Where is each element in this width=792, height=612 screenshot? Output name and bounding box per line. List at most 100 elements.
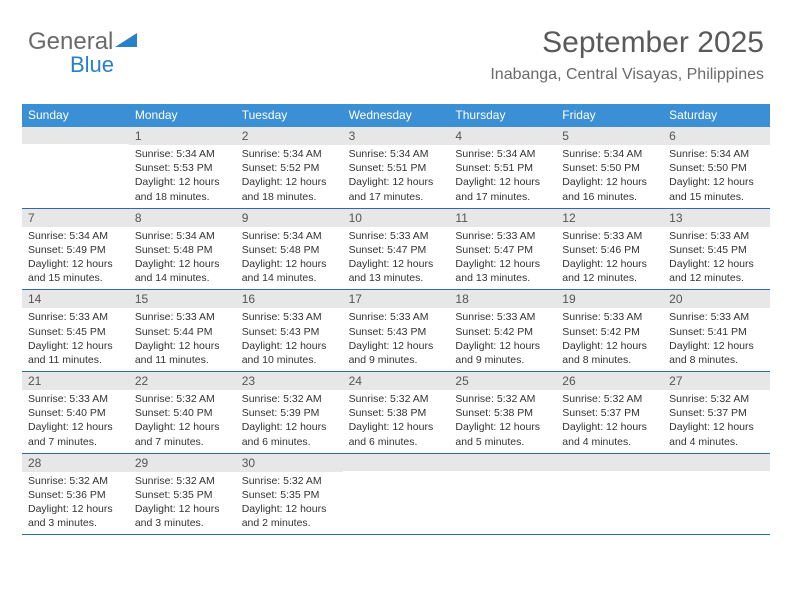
calendar-day-cell: 6Sunrise: 5:34 AMSunset: 5:50 PMDaylight… xyxy=(663,127,770,208)
day-number: 14 xyxy=(22,290,129,308)
sunrise-line: Sunrise: 5:34 AM xyxy=(669,147,764,161)
daylight-line: Daylight: 12 hours and 5 minutes. xyxy=(455,420,550,448)
day-body: Sunrise: 5:33 AMSunset: 5:41 PMDaylight:… xyxy=(663,308,770,371)
calendar-week-row: 1Sunrise: 5:34 AMSunset: 5:53 PMDaylight… xyxy=(22,127,770,209)
calendar-empty-cell xyxy=(449,454,556,535)
sunrise-line: Sunrise: 5:32 AM xyxy=(242,474,337,488)
day-number xyxy=(343,454,450,471)
day-number xyxy=(663,454,770,471)
sunrise-line: Sunrise: 5:33 AM xyxy=(455,310,550,324)
day-body: Sunrise: 5:32 AMSunset: 5:40 PMDaylight:… xyxy=(129,390,236,453)
sunrise-line: Sunrise: 5:34 AM xyxy=(562,147,657,161)
weekday-header-cell: Saturday xyxy=(663,104,770,127)
daylight-line: Daylight: 12 hours and 12 minutes. xyxy=(669,257,764,285)
day-body: Sunrise: 5:33 AMSunset: 5:40 PMDaylight:… xyxy=(22,390,129,453)
day-body: Sunrise: 5:32 AMSunset: 5:39 PMDaylight:… xyxy=(236,390,343,453)
sunset-line: Sunset: 5:47 PM xyxy=(455,243,550,257)
day-body: Sunrise: 5:34 AMSunset: 5:48 PMDaylight:… xyxy=(236,227,343,290)
day-body: Sunrise: 5:34 AMSunset: 5:50 PMDaylight:… xyxy=(663,145,770,208)
sunset-line: Sunset: 5:35 PM xyxy=(135,488,230,502)
daylight-line: Daylight: 12 hours and 7 minutes. xyxy=(28,420,123,448)
sunrise-line: Sunrise: 5:33 AM xyxy=(28,310,123,324)
day-body: Sunrise: 5:33 AMSunset: 5:44 PMDaylight:… xyxy=(129,308,236,371)
day-body: Sunrise: 5:33 AMSunset: 5:45 PMDaylight:… xyxy=(663,227,770,290)
calendar-week-row: 28Sunrise: 5:32 AMSunset: 5:36 PMDayligh… xyxy=(22,454,770,536)
calendar-empty-cell xyxy=(663,454,770,535)
daylight-line: Daylight: 12 hours and 11 minutes. xyxy=(28,339,123,367)
calendar-day-cell: 1Sunrise: 5:34 AMSunset: 5:53 PMDaylight… xyxy=(129,127,236,208)
sunrise-line: Sunrise: 5:33 AM xyxy=(349,229,444,243)
day-body: Sunrise: 5:33 AMSunset: 5:47 PMDaylight:… xyxy=(343,227,450,290)
sunset-line: Sunset: 5:42 PM xyxy=(455,325,550,339)
sunrise-line: Sunrise: 5:32 AM xyxy=(455,392,550,406)
daylight-line: Daylight: 12 hours and 9 minutes. xyxy=(349,339,444,367)
calendar-day-cell: 14 Sunrise: 5:33 AMSunset: 5:45 PMDayligh… xyxy=(22,290,129,371)
day-number: 13 xyxy=(663,209,770,227)
day-body: Sunrise: 5:34 AMSunset: 5:48 PMDaylight:… xyxy=(129,227,236,290)
daylight-line: Daylight: 12 hours and 16 minutes. xyxy=(562,175,657,203)
calendar-grid: 1Sunrise: 5:34 AMSunset: 5:53 PMDaylight… xyxy=(22,127,770,535)
daylight-line: Daylight: 12 hours and 2 minutes. xyxy=(242,502,337,530)
daylight-line: Daylight: 12 hours and 4 minutes. xyxy=(669,420,764,448)
day-number: 6 xyxy=(663,127,770,145)
sunset-line: Sunset: 5:48 PM xyxy=(242,243,337,257)
sunset-line: Sunset: 5:49 PM xyxy=(28,243,123,257)
sunrise-line: Sunrise: 5:33 AM xyxy=(135,310,230,324)
sunrise-line: Sunrise: 5:32 AM xyxy=(562,392,657,406)
day-number: 29 xyxy=(129,454,236,472)
sunset-line: Sunset: 5:50 PM xyxy=(562,161,657,175)
day-number: 3 xyxy=(343,127,450,145)
sunrise-line: Sunrise: 5:33 AM xyxy=(349,310,444,324)
calendar-day-cell: 29Sunrise: 5:32 AMSunset: 5:35 PMDayligh… xyxy=(129,454,236,535)
day-number: 2 xyxy=(236,127,343,145)
sunset-line: Sunset: 5:45 PM xyxy=(28,325,123,339)
sunset-line: Sunset: 5:47 PM xyxy=(349,243,444,257)
calendar-empty-cell xyxy=(22,127,129,208)
day-number: 5 xyxy=(556,127,663,145)
day-number xyxy=(22,127,129,144)
daylight-line: Daylight: 12 hours and 8 minutes. xyxy=(669,339,764,367)
day-body: Sunrise: 5:32 AMSunset: 5:38 PMDaylight:… xyxy=(449,390,556,453)
weekday-header-cell: Friday xyxy=(556,104,663,127)
daylight-line: Daylight: 12 hours and 3 minutes. xyxy=(28,502,123,530)
sunrise-line: Sunrise: 5:33 AM xyxy=(562,229,657,243)
weekday-header-cell: Tuesday xyxy=(236,104,343,127)
day-body: Sunrise: 5:34 AMSunset: 5:52 PMDaylight:… xyxy=(236,145,343,208)
month-title: September 2025 xyxy=(490,26,764,60)
day-number: 26 xyxy=(556,372,663,390)
sunset-line: Sunset: 5:44 PM xyxy=(135,325,230,339)
day-body: Sunrise: 5:33 AMSunset: 5:43 PMDaylight:… xyxy=(343,308,450,371)
day-body: Sunrise: 5:33 AMSunset: 5:42 PMDaylight:… xyxy=(449,308,556,371)
day-body: Sunrise: 5:34 AMSunset: 5:53 PMDaylight:… xyxy=(129,145,236,208)
daylight-line: Daylight: 12 hours and 11 minutes. xyxy=(135,339,230,367)
sunset-line: Sunset: 5:42 PM xyxy=(562,325,657,339)
sunset-line: Sunset: 5:51 PM xyxy=(349,161,444,175)
day-number xyxy=(449,454,556,471)
calendar-day-cell: 22Sunrise: 5:32 AMSunset: 5:40 PMDayligh… xyxy=(129,372,236,453)
daylight-line: Daylight: 12 hours and 17 minutes. xyxy=(455,175,550,203)
day-body: Sunrise: 5:33 AMSunset: 5:43 PMDaylight:… xyxy=(236,308,343,371)
calendar-day-cell: 3Sunrise: 5:34 AMSunset: 5:51 PMDaylight… xyxy=(343,127,450,208)
weekday-header-cell: Monday xyxy=(129,104,236,127)
sunrise-line: Sunrise: 5:34 AM xyxy=(135,147,230,161)
sunset-line: Sunset: 5:45 PM xyxy=(669,243,764,257)
calendar-day-cell: 26Sunrise: 5:32 AMSunset: 5:37 PMDayligh… xyxy=(556,372,663,453)
day-number: 27 xyxy=(663,372,770,390)
sunset-line: Sunset: 5:48 PM xyxy=(135,243,230,257)
calendar-day-cell: 23Sunrise: 5:32 AMSunset: 5:39 PMDayligh… xyxy=(236,372,343,453)
sunset-line: Sunset: 5:53 PM xyxy=(135,161,230,175)
sunset-line: Sunset: 5:46 PM xyxy=(562,243,657,257)
sunset-line: Sunset: 5:38 PM xyxy=(455,406,550,420)
day-number: 8 xyxy=(129,209,236,227)
daylight-line: Daylight: 12 hours and 12 minutes. xyxy=(562,257,657,285)
weekday-header-cell: Wednesday xyxy=(343,104,450,127)
day-body: Sunrise: 5:32 AMSunset: 5:37 PMDaylight:… xyxy=(663,390,770,453)
day-body: Sunrise: 5:33 AMSunset: 5:47 PMDaylight:… xyxy=(449,227,556,290)
day-number: 25 xyxy=(449,372,556,390)
logo: General Blue xyxy=(28,28,137,56)
sunrise-line: Sunrise: 5:33 AM xyxy=(562,310,657,324)
daylight-line: Daylight: 12 hours and 14 minutes. xyxy=(135,257,230,285)
logo-triangle-icon xyxy=(115,28,137,56)
day-body: Sunrise: 5:34 AMSunset: 5:49 PMDaylight:… xyxy=(22,227,129,290)
calendar-day-cell: 9Sunrise: 5:34 AMSunset: 5:48 PMDaylight… xyxy=(236,209,343,290)
